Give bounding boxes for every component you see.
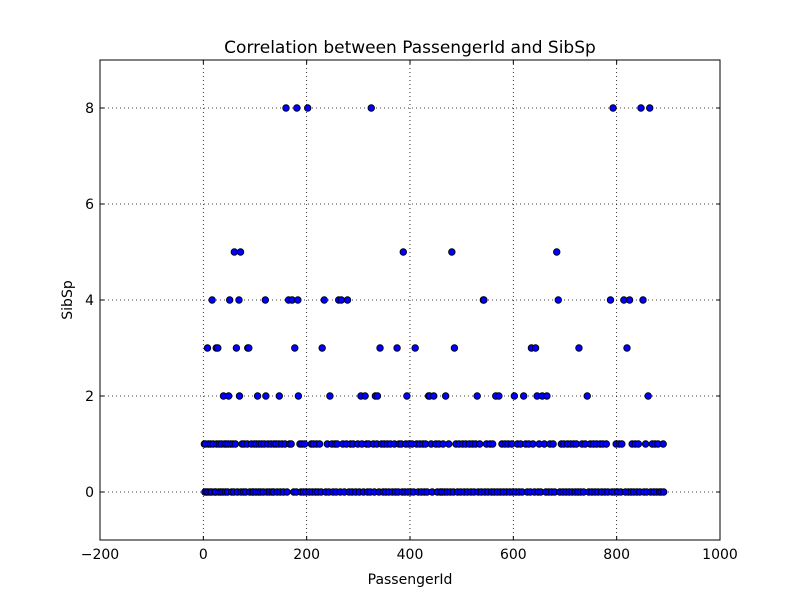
data-point — [473, 392, 481, 400]
data-point — [343, 296, 352, 304]
data-point — [575, 344, 583, 352]
data-point — [583, 392, 591, 400]
data-point — [625, 296, 634, 304]
data-point — [337, 296, 345, 304]
data-point — [300, 440, 309, 448]
x-tick-label: 400 — [397, 547, 424, 563]
data-point — [304, 104, 312, 112]
data-point — [644, 392, 652, 400]
data-point — [441, 392, 450, 400]
data-point — [543, 392, 551, 400]
data-point — [450, 344, 459, 352]
data-point — [529, 440, 537, 448]
data-point — [320, 296, 328, 304]
x-axis-label: PassengerId — [368, 572, 453, 588]
data-point — [224, 392, 233, 400]
data-point — [326, 392, 334, 400]
data-point — [480, 296, 488, 304]
data-point — [448, 248, 456, 256]
data-point — [510, 392, 519, 400]
data-point — [476, 440, 484, 448]
data-point — [361, 392, 369, 400]
axis-ticks: −200 0 200 400 600 800 1000 0 2 4 6 8 — [81, 60, 738, 563]
data-point — [430, 392, 438, 400]
data-point — [287, 440, 295, 448]
data-point — [554, 296, 562, 304]
data-point — [235, 296, 243, 304]
data-point — [376, 344, 384, 352]
data-point — [208, 296, 216, 304]
data-point — [495, 392, 503, 400]
data-point — [641, 440, 650, 448]
data-point — [602, 440, 611, 448]
data-point — [623, 344, 631, 352]
data-point — [403, 392, 411, 400]
data-point — [445, 440, 453, 448]
y-tick-label: 8 — [85, 101, 94, 117]
x-tick-label: 0 — [199, 547, 208, 563]
x-tick-label: −200 — [81, 547, 119, 563]
data-point — [253, 392, 262, 400]
data-point — [399, 248, 407, 256]
data-points — [200, 104, 668, 496]
data-point — [609, 104, 617, 112]
data-point — [553, 248, 561, 256]
data-point — [232, 344, 241, 352]
data-point — [646, 104, 654, 112]
x-tick-label: 800 — [603, 547, 630, 563]
data-point — [231, 440, 240, 448]
data-point — [225, 296, 234, 304]
data-point — [214, 344, 222, 352]
data-point — [203, 344, 212, 352]
data-point — [411, 344, 419, 352]
data-point — [639, 296, 647, 304]
data-point — [393, 344, 401, 352]
data-point — [637, 104, 645, 112]
y-axis-label: SibSp — [60, 280, 76, 320]
data-point — [245, 344, 253, 352]
y-tick-label: 4 — [85, 293, 94, 309]
data-point — [549, 440, 557, 448]
data-point — [293, 104, 301, 112]
data-point — [519, 392, 528, 400]
data-point — [634, 440, 643, 448]
data-point — [373, 392, 382, 400]
data-point — [261, 296, 270, 304]
y-tick-label: 2 — [85, 389, 94, 405]
data-point — [618, 440, 626, 448]
data-point — [318, 344, 326, 352]
y-tick-label: 0 — [85, 485, 94, 501]
y-tick-label: 6 — [85, 197, 94, 213]
x-tick-label: 600 — [500, 547, 527, 563]
x-tick-label: 1000 — [702, 547, 738, 563]
data-point — [291, 344, 299, 352]
data-point — [275, 392, 283, 400]
data-point — [236, 248, 245, 256]
data-point — [283, 488, 291, 496]
data-point — [262, 392, 270, 400]
data-point — [488, 440, 497, 448]
data-point — [282, 104, 290, 112]
data-point — [235, 392, 244, 400]
data-point — [230, 248, 239, 256]
data-point — [294, 392, 303, 400]
data-point — [531, 344, 540, 352]
data-point — [367, 104, 375, 112]
data-point — [659, 488, 668, 496]
data-point — [315, 440, 324, 448]
data-point — [606, 296, 615, 304]
data-point — [294, 296, 302, 304]
x-tick-label: 200 — [293, 547, 320, 563]
chart-title: Correlation between PassengerId and SibS… — [224, 38, 596, 58]
data-point — [659, 440, 667, 448]
